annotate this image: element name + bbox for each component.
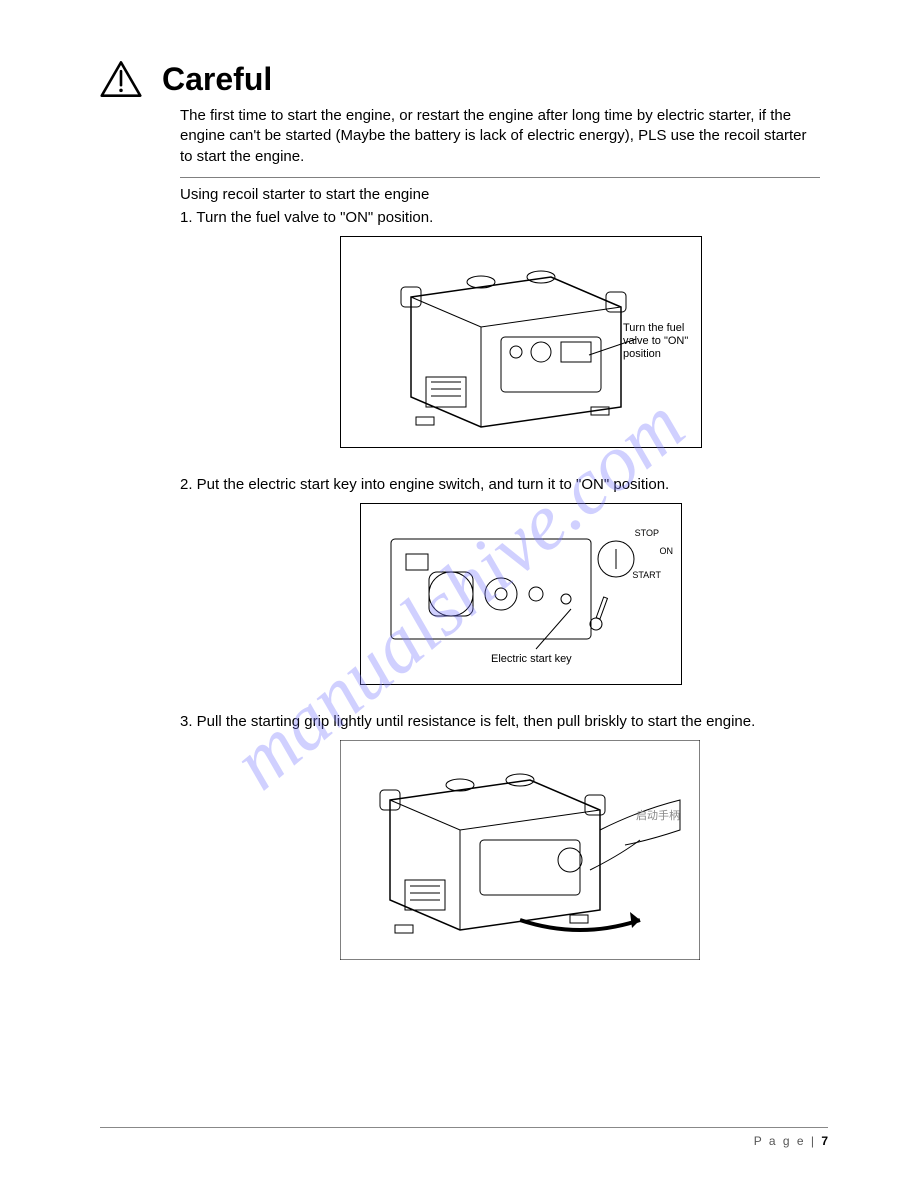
section-divider bbox=[180, 177, 820, 178]
figure-3-callout: 启动手柄 bbox=[636, 810, 680, 823]
figure-2: STOP ON START Electric start key bbox=[360, 503, 682, 685]
figure-2-label-start: START bbox=[632, 570, 661, 581]
intro-text: The first time to start the engine, or r… bbox=[180, 106, 820, 167]
figure-3: 启动手柄 bbox=[340, 740, 700, 960]
heading-row: Careful bbox=[100, 60, 828, 98]
step-3: 3. Pull the starting grip lightly until … bbox=[180, 713, 828, 730]
page-footer: P a g e | 7 bbox=[754, 1134, 828, 1148]
generator-sketch-3 bbox=[340, 740, 700, 960]
figure-2-label-on: ON bbox=[660, 546, 674, 557]
step-1: 1. Turn the fuel valve to "ON" position. bbox=[180, 209, 828, 226]
footer-label: P a g e | bbox=[754, 1134, 822, 1148]
warning-icon bbox=[100, 60, 142, 98]
figure-2-label-stop: STOP bbox=[635, 528, 659, 539]
figure-1-callout: Turn the fuel valve to "ON" position bbox=[623, 322, 693, 362]
page-heading: Careful bbox=[162, 61, 272, 98]
step-2: 2. Put the electric start key into engin… bbox=[180, 476, 828, 493]
figure-2-callout: Electric start key bbox=[491, 653, 572, 666]
section-intro: Using recoil starter to start the engine bbox=[180, 186, 828, 203]
footer-rule bbox=[100, 1127, 828, 1128]
footer-page-number: 7 bbox=[821, 1134, 828, 1148]
manual-page: Careful The first time to start the engi… bbox=[0, 0, 918, 1188]
figure-1: Turn the fuel valve to "ON" position bbox=[340, 236, 702, 448]
